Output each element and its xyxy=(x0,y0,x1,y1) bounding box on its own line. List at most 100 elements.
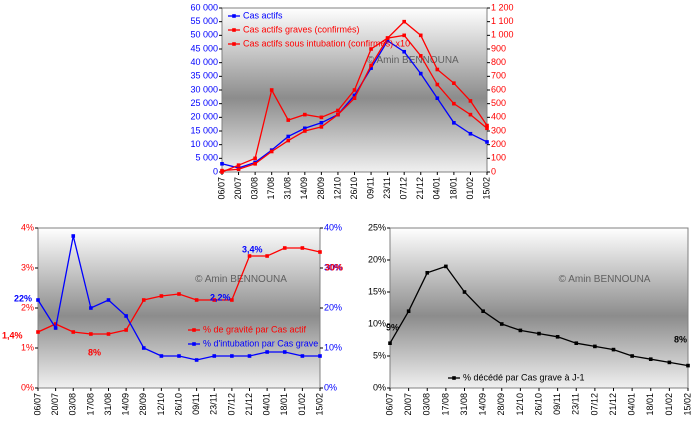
x-tick-label: 26/10 xyxy=(173,393,183,416)
series-marker xyxy=(537,331,541,336)
series-marker xyxy=(319,125,324,129)
legend-label: Cas actifs sous intubation (confirmés) x… xyxy=(243,38,410,48)
series-marker xyxy=(282,350,287,354)
series-marker xyxy=(236,167,241,172)
series-marker xyxy=(265,350,269,354)
series-marker xyxy=(253,156,257,161)
y-tick-label: 1% xyxy=(21,342,34,352)
series-marker xyxy=(159,354,164,358)
x-tick-label: 03/08 xyxy=(68,393,78,416)
series-marker xyxy=(177,354,181,358)
series-marker xyxy=(336,112,340,117)
series-marker xyxy=(485,140,489,144)
series-marker xyxy=(452,81,456,85)
x-tick-label: 06/07 xyxy=(216,177,226,200)
series-marker xyxy=(319,115,324,120)
series-marker xyxy=(236,163,241,167)
legend-marker xyxy=(192,342,196,346)
x-tick-label: 07/12 xyxy=(399,177,409,200)
x-tick-label: 23/11 xyxy=(209,393,219,415)
series-marker xyxy=(303,112,307,117)
x-tick-label: 12/10 xyxy=(515,393,525,416)
series-marker xyxy=(269,88,274,92)
legend-label: % d'intubation par Cas grave xyxy=(203,338,318,348)
series-marker xyxy=(71,234,76,238)
x-tick-label: 03/08 xyxy=(250,177,260,200)
series-marker xyxy=(89,306,93,310)
y-tick-label: 35 000 xyxy=(190,71,218,81)
annotation: 8% xyxy=(88,347,101,357)
series-marker xyxy=(71,330,76,334)
x-tick-label: 04/01 xyxy=(262,393,272,416)
x-tick-label: 15/02 xyxy=(481,177,491,200)
series-marker xyxy=(303,129,307,133)
series-marker xyxy=(177,292,181,296)
series-marker xyxy=(369,63,373,68)
y-tick-label: 10 000 xyxy=(190,139,218,149)
x-tick-label: 20/07 xyxy=(403,393,413,416)
x-tick-label: 28/09 xyxy=(316,177,326,200)
legend-marker xyxy=(452,376,456,380)
series-marker xyxy=(402,33,406,38)
y-tick-label: 3% xyxy=(21,262,34,272)
x-tick-label: 31/08 xyxy=(283,177,293,200)
y2-tick-label: 30% xyxy=(324,262,342,272)
series-marker xyxy=(303,126,307,131)
y-tick-label: 25 000 xyxy=(190,98,218,108)
legend-marker xyxy=(232,42,236,46)
x-tick-label: 21/12 xyxy=(608,393,618,416)
series-marker xyxy=(406,309,411,313)
series-marker xyxy=(452,121,456,125)
series-marker xyxy=(435,67,440,72)
series-marker xyxy=(253,162,257,166)
y-tick-label: 15 000 xyxy=(190,125,218,135)
x-tick-label: 17/08 xyxy=(440,393,450,416)
series-marker xyxy=(336,108,340,113)
series-marker xyxy=(468,112,473,117)
x-tick-label: 12/10 xyxy=(332,177,342,200)
y-tick-label: 25% xyxy=(368,222,386,232)
y2-tick-label: 20% xyxy=(324,302,342,312)
x-tick-label: 09/11 xyxy=(365,177,375,199)
x-tick-label: 01/02 xyxy=(465,177,475,200)
series-marker xyxy=(318,354,322,358)
y2-tick-label: 40% xyxy=(324,222,342,232)
series-marker xyxy=(124,314,128,318)
x-tick-label: 04/01 xyxy=(627,393,637,416)
legend-label: Cas actifs graves (confirmés) xyxy=(243,24,360,34)
series-marker xyxy=(282,246,287,250)
series-marker xyxy=(481,309,485,313)
y2-tick-label: 1 200 xyxy=(491,2,514,12)
x-tick-label: 07/12 xyxy=(226,393,236,416)
y2-tick-label: 800 xyxy=(491,57,506,67)
x-tick-label: 26/10 xyxy=(349,177,359,200)
series-marker xyxy=(247,354,252,358)
series-marker xyxy=(435,82,440,87)
legend-label: % décédé par Cas grave à J-1 xyxy=(463,372,585,382)
series-marker xyxy=(574,341,579,345)
series-marker xyxy=(265,254,269,258)
series-marker xyxy=(418,33,423,38)
y-tick-label: 15% xyxy=(368,286,386,296)
x-tick-label: 09/11 xyxy=(191,393,201,415)
x-tick-label: 28/09 xyxy=(138,393,148,416)
series-marker xyxy=(36,298,40,302)
series-marker xyxy=(352,93,357,98)
series-marker xyxy=(667,360,672,365)
series-marker xyxy=(444,264,448,269)
y2-tick-label: 500 xyxy=(491,98,506,108)
series-marker xyxy=(686,363,690,368)
y2-tick-label: 0% xyxy=(324,382,337,392)
legend-marker xyxy=(232,14,236,18)
x-tick-label: 18/01 xyxy=(279,393,289,416)
annotation: 8% xyxy=(674,334,687,344)
y2-tick-label: 700 xyxy=(491,71,506,81)
x-tick-label: 18/01 xyxy=(448,177,458,200)
y-tick-label: 5 000 xyxy=(195,153,218,163)
annotation: 9% xyxy=(386,322,399,332)
series-marker xyxy=(319,121,324,125)
series-marker xyxy=(593,344,597,349)
series-marker xyxy=(555,335,560,339)
series-marker xyxy=(286,118,291,122)
x-tick-label: 20/07 xyxy=(50,393,60,416)
